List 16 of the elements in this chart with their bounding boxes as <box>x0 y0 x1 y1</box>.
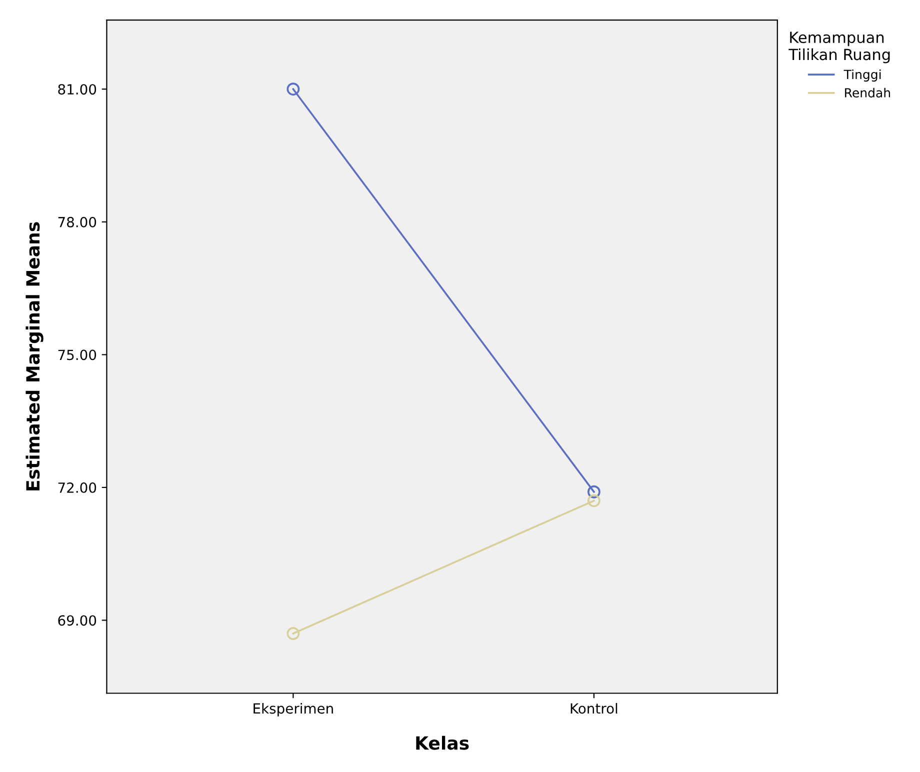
x-tick-label: Kontrol <box>570 702 618 714</box>
point <box>286 627 300 640</box>
y-tick-label: 75.00 <box>58 350 96 360</box>
y-tick-label: 72.00 <box>58 482 96 493</box>
y-axis-title: Estimated Marginal Means <box>26 222 44 490</box>
x-axis-title: Kelas <box>416 736 469 750</box>
point <box>587 485 600 498</box>
y-tick-label: 69.00 <box>58 615 96 626</box>
legend-title: Kemampuan Tilikan Ruang <box>788 32 890 64</box>
y-tick-label: 81.00 <box>58 84 96 95</box>
point <box>587 494 600 508</box>
y-tick-label: 78.00 <box>58 216 96 228</box>
legend-label: Rendah <box>845 88 890 98</box>
legend-label: Tinggi <box>844 69 881 82</box>
x-tick-label: Eksperimen <box>254 702 333 716</box>
point <box>286 82 300 96</box>
